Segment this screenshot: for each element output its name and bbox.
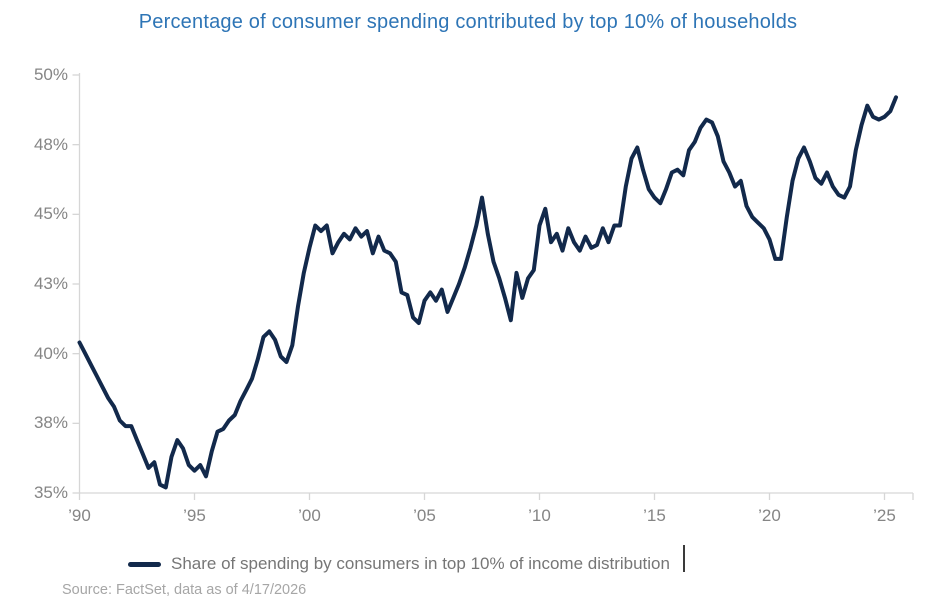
text-cursor [683,545,685,572]
x-axis-label: ’05 [413,506,436,525]
x-axis-label: ’25 [873,506,896,525]
x-axis-label: ’15 [643,506,666,525]
y-axis-label: 45% [33,204,68,224]
chart-title: Percentage of consumer spending contribu… [138,11,798,33]
x-axis-label: ’00 [298,506,321,525]
legend-label: Share of spending by consumers in top 10… [171,554,670,573]
spending-share-line [77,95,898,490]
y-axis-label: 48% [33,134,68,154]
legend-line-swatch [128,561,161,567]
y-axis-label: 38% [33,413,68,433]
source-note: Source: FactSet, data as of 4/17/2026 [62,582,307,598]
x-axis-label: ’90 [68,506,91,525]
y-axis-label: 40% [33,343,68,363]
x-axis-label: ’10 [528,506,551,525]
x-axis-label: ’20 [758,506,781,525]
y-axis-label: 35% [33,483,68,502]
y-axis-label: 50% [33,65,68,84]
legend: Share of spending by consumers in top 10… [128,554,670,574]
y-axis-label: 43% [33,274,68,293]
x-axis-label: ’95 [183,506,206,525]
